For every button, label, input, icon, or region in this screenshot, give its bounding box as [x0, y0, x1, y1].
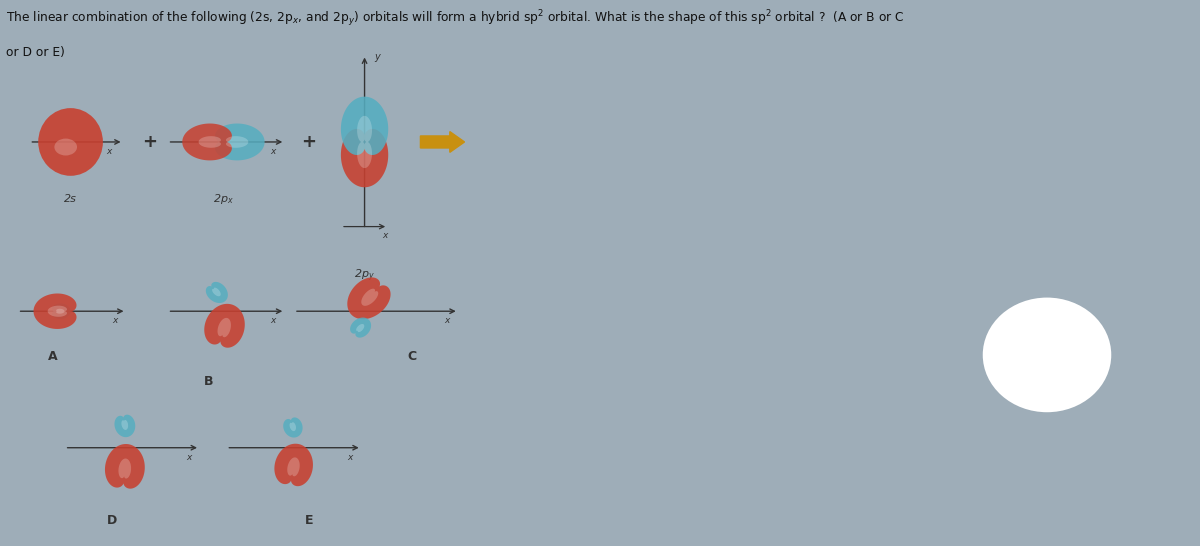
Ellipse shape — [54, 139, 77, 156]
Polygon shape — [52, 304, 71, 319]
Polygon shape — [204, 304, 245, 348]
Text: 2s: 2s — [64, 194, 77, 204]
Polygon shape — [119, 459, 131, 478]
FancyArrow shape — [420, 132, 464, 152]
Polygon shape — [182, 123, 232, 161]
Polygon shape — [212, 288, 221, 296]
Polygon shape — [198, 136, 221, 148]
Text: 2p$_y$: 2p$_y$ — [354, 268, 376, 284]
Text: x: x — [187, 453, 192, 462]
Text: A: A — [48, 351, 58, 363]
Polygon shape — [341, 97, 389, 155]
Polygon shape — [226, 136, 248, 148]
Text: x: x — [444, 316, 450, 325]
Polygon shape — [341, 129, 389, 187]
Ellipse shape — [38, 108, 103, 176]
Polygon shape — [358, 116, 372, 142]
Text: x: x — [106, 147, 112, 156]
Text: D: D — [107, 514, 116, 527]
Polygon shape — [275, 444, 313, 486]
Polygon shape — [358, 142, 372, 168]
Polygon shape — [206, 282, 228, 303]
Text: The linear combination of the following (2s, 2p$_x$, and 2p$_y$) orbitals will f: The linear combination of the following … — [6, 8, 905, 29]
Polygon shape — [361, 289, 378, 306]
Text: E: E — [305, 514, 313, 527]
Polygon shape — [121, 420, 128, 430]
Text: +: + — [143, 133, 157, 151]
Polygon shape — [48, 306, 67, 317]
Polygon shape — [34, 294, 77, 329]
Polygon shape — [356, 324, 365, 332]
Polygon shape — [347, 277, 390, 319]
Polygon shape — [104, 444, 145, 489]
Text: or D or E): or D or E) — [6, 46, 65, 60]
Circle shape — [983, 298, 1111, 412]
Polygon shape — [289, 422, 296, 431]
Text: C: C — [407, 351, 416, 363]
Text: x: x — [271, 316, 276, 325]
Text: x: x — [112, 316, 118, 325]
Text: y: y — [374, 52, 380, 62]
Text: B: B — [204, 375, 214, 388]
Polygon shape — [283, 418, 302, 437]
Polygon shape — [56, 308, 65, 314]
Text: +: + — [301, 133, 317, 151]
Text: x: x — [383, 230, 388, 240]
Text: x: x — [271, 147, 276, 156]
Polygon shape — [350, 318, 371, 337]
Polygon shape — [114, 414, 136, 437]
Polygon shape — [217, 318, 230, 337]
Text: 2p$_x$: 2p$_x$ — [212, 192, 234, 206]
Text: x: x — [347, 453, 353, 462]
Polygon shape — [215, 123, 264, 161]
Polygon shape — [287, 458, 300, 476]
